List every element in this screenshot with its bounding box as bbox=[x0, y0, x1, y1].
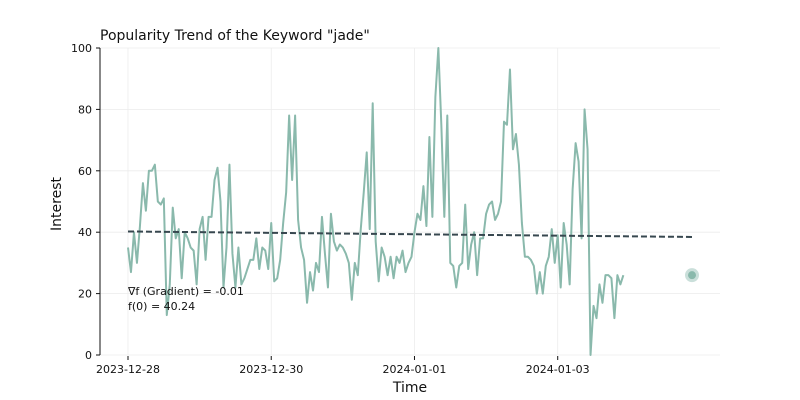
y-tick-label: 40 bbox=[78, 226, 92, 239]
highlight-point bbox=[688, 271, 696, 280]
x-axis-label: Time bbox=[392, 380, 427, 396]
intercept-annotation: f(0) = 40.24 bbox=[128, 300, 195, 313]
y-tick-label: 100 bbox=[71, 42, 92, 55]
chart-title: Popularity Trend of the Keyword "jade" bbox=[100, 28, 370, 44]
gradient-annotation: ∇f (Gradient) = -0.01 bbox=[127, 285, 244, 298]
y-ticks: 0 20 40 60 80 100 bbox=[71, 42, 100, 362]
x-tick-label: 2023-12-28 bbox=[96, 363, 160, 376]
trend-line bbox=[127, 230, 693, 238]
interest-line bbox=[127, 47, 625, 356]
y-tick-label: 60 bbox=[78, 165, 92, 178]
x-ticks: 2023-12-28 2023-12-30 2024-01-01 2024-01-03 bbox=[96, 356, 590, 376]
x-tick-label: 2024-01-01 bbox=[383, 363, 447, 376]
y-tick-label: 20 bbox=[78, 288, 92, 301]
series-layer bbox=[127, 47, 699, 356]
x-tick-label: 2023-12-30 bbox=[239, 363, 303, 376]
y-axis-label: Interest bbox=[49, 177, 65, 231]
y-tick-label: 0 bbox=[85, 349, 92, 362]
x-tick-label: 2024-01-03 bbox=[526, 363, 590, 376]
y-tick-label: 80 bbox=[78, 103, 92, 116]
